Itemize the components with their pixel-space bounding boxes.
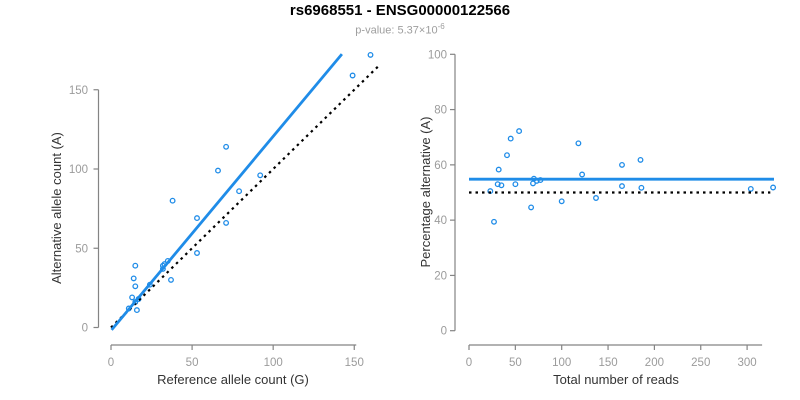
y-tick-label: 0: [82, 323, 88, 335]
data-point: [491, 218, 497, 225]
x-tick-label: 150: [598, 357, 617, 369]
x-tick-label: 200: [645, 357, 664, 369]
data-point: [528, 204, 535, 211]
x-tick-label: 100: [264, 357, 283, 369]
data-point: [133, 307, 140, 314]
data-point: [498, 182, 505, 189]
pvalue-exponent: -6: [437, 22, 445, 31]
data-point: [169, 197, 176, 204]
data-point: [223, 143, 230, 150]
data-point: [367, 51, 374, 58]
data-point: [575, 140, 582, 147]
y-tick-label: 20: [434, 270, 447, 282]
plot-title: rs6968551 - ENSG00000122566: [289, 2, 511, 19]
data-point: [507, 135, 514, 142]
x-tick-label: 0: [108, 357, 114, 369]
data-point: [638, 184, 645, 191]
x-tick-label: 50: [186, 357, 199, 369]
allele-count-panel: 0 50 100 150 0 50 100 150: [69, 51, 381, 369]
y-tick-label: 80: [434, 105, 447, 117]
y-tick-label: 100: [428, 49, 447, 61]
y-tick-label: 150: [69, 85, 88, 97]
data-point: [770, 184, 777, 191]
percentage-panel: 0 50 100 150 200 250 300 0 20 40 60 80 100: [428, 49, 777, 369]
data-point: [619, 183, 625, 190]
y-tick-label: 50: [75, 243, 88, 255]
x-tick-label: 0: [466, 357, 472, 369]
y-axis-title-percentage-alternative: Percentage alternative (A): [418, 116, 433, 268]
data-point: [495, 166, 502, 173]
identity-line: [110, 63, 381, 329]
data-point: [349, 72, 356, 79]
data-point: [129, 294, 136, 301]
data-point: [168, 276, 174, 283]
data-point: [619, 161, 625, 168]
data-point: [512, 181, 519, 188]
y-axis-title-alternative-allele-count: Alternative allele count (A): [49, 132, 64, 284]
fit-line: [110, 53, 343, 331]
data-point: [194, 250, 200, 256]
x-tick-label: 100: [552, 357, 571, 369]
y-tick-label: 0: [441, 326, 447, 338]
data-point: [257, 172, 264, 179]
data-point: [194, 215, 200, 222]
x-axis-title-reference-allele-count: Reference allele count (G): [157, 372, 309, 387]
x-axis-title-total-reads: Total number of reads: [553, 372, 679, 387]
y-tick-label: 40: [434, 215, 447, 227]
y-tick-label: 60: [434, 160, 447, 172]
data-point: [558, 198, 565, 205]
x-tick-label: 50: [509, 357, 522, 369]
data-point: [223, 219, 230, 226]
data-point: [504, 152, 510, 159]
data-point: [747, 185, 754, 192]
data-point: [215, 167, 221, 174]
x-tick-label: 250: [691, 357, 710, 369]
data-point: [637, 156, 644, 163]
data-point: [593, 195, 599, 201]
data-point: [236, 188, 243, 195]
x-tick-label: 300: [738, 357, 757, 369]
data-point: [132, 283, 139, 290]
y-tick-label: 100: [69, 164, 88, 176]
data-point: [130, 275, 137, 282]
data-point: [579, 171, 586, 178]
plot-subtitle: p-value: 5.37×10-6: [0, 22, 800, 37]
data-point: [132, 262, 139, 269]
x-tick-label: 150: [345, 357, 364, 369]
data-point: [516, 128, 523, 135]
pvalue-text: p-value: 5.37×10: [355, 24, 438, 37]
